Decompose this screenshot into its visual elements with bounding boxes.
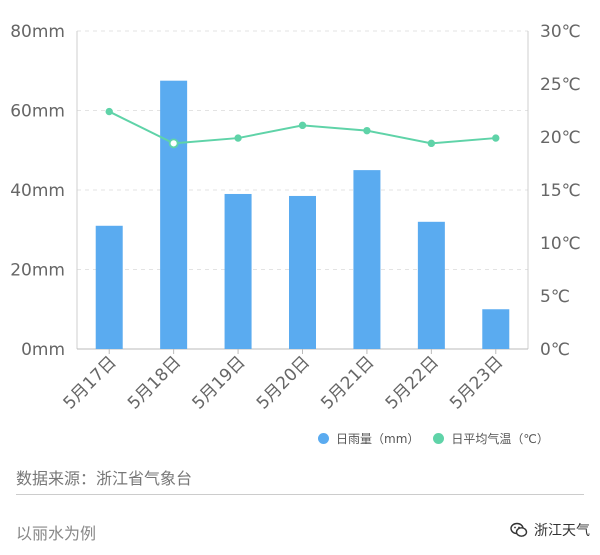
temperature-point[interactable] [105,107,113,116]
legend-temperature-dot-icon [433,432,445,444]
x-tick-label: 5月18日 [124,352,185,413]
rain-bar[interactable] [482,309,510,349]
rain-bar[interactable] [353,170,381,349]
wechat-icon [510,522,528,537]
y-left-tick-label: 80mm [10,22,65,42]
temperature-point[interactable] [234,134,242,142]
x-tick-label: 5月21日 [317,352,378,413]
legend-item-rainfall[interactable]: 日雨量（mm） [318,430,419,447]
x-tick-label: 5月23日 [446,352,507,413]
y-right-tick-label: 20℃ [540,128,581,148]
y-right-tick-label: 0℃ [540,340,570,360]
temperature-point[interactable] [427,139,436,148]
temperature-point[interactable] [363,126,371,135]
y-right-tick-label: 25℃ [540,75,581,95]
x-tick-label: 5月22日 [382,352,443,413]
footer-divider [16,494,584,495]
y-left-tick-label: 60mm [10,102,65,122]
temperature-point[interactable] [168,138,179,149]
legend-temperature-label: 日平均气温（℃） [451,431,549,446]
x-tick-label: 5月17日 [60,352,121,413]
rain-temperature-chart: 0mm 20mm 40mm 60mm 80mm 0℃ 5℃ 10℃ 15℃ 20℃ 25℃ 30℃ 5月… [10,22,581,414]
rain-bar[interactable] [289,195,316,349]
y-right-tick-label: 30℃ [540,22,581,42]
rain-bar[interactable] [160,80,188,349]
brand-label-group: 浙江天气 [510,520,590,540]
legend-item-temperature[interactable]: 日平均气温（℃） [433,430,549,447]
rain-bar[interactable] [417,221,445,349]
x-tick-label: 5月20日 [253,352,314,413]
temperature-point[interactable] [492,134,500,142]
rain-bar[interactable] [224,193,252,349]
y-right-tick-label: 15℃ [540,181,581,201]
y-left-tick-label: 40mm [10,181,65,201]
rain-bar[interactable] [95,225,123,349]
chart-legend: 日雨量（mm） 日平均气温（℃） [318,428,563,448]
y-left-tick-label: 0mm [21,340,65,360]
brand-label: 浙江天气 [534,523,590,539]
data-source: 数据来源：浙江省气象台 [16,469,193,488]
y-right-tick-label: 5℃ [540,287,570,307]
legend-rainfall-dot-icon [318,432,329,444]
example-note: 以丽水为例 [16,524,97,543]
y-left-tick-label: 20mm [10,261,65,281]
y-right-tick-label: 10℃ [540,234,581,254]
legend-rainfall-label: 日雨量（mm） [336,431,420,446]
temperature-point[interactable] [298,121,307,130]
x-tick-label: 5月19日 [188,352,249,413]
